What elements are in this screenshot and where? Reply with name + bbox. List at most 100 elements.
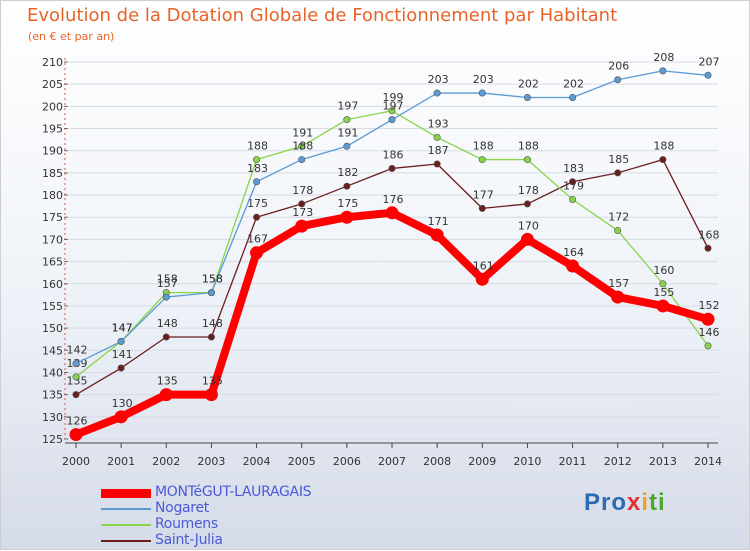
data-point xyxy=(340,210,354,224)
legend-swatch-saint-julia xyxy=(101,540,151,542)
data-label: 135 xyxy=(202,375,223,388)
y-tick-label: 135 xyxy=(42,389,63,402)
x-tick-label: 2002 xyxy=(152,455,180,468)
data-label: 147 xyxy=(112,321,133,334)
data-point xyxy=(475,272,489,286)
legend-item-montegut[interactable]: MONTéGUT-LAURAGAIS xyxy=(101,484,361,501)
data-point xyxy=(388,107,396,115)
y-tick-label: 140 xyxy=(42,366,63,379)
y-tick-label: 185 xyxy=(42,167,63,180)
data-point xyxy=(343,116,351,124)
x-tick-label: 2000 xyxy=(62,455,90,468)
data-point xyxy=(523,200,531,208)
data-label: 160 xyxy=(653,264,674,277)
x-tick-label: 2007 xyxy=(378,455,406,468)
data-label: 157 xyxy=(157,277,178,290)
data-label: 161 xyxy=(473,259,494,272)
legend-item-roumens[interactable]: Roumens xyxy=(101,516,361,533)
legend-swatch-nogaret xyxy=(101,508,151,510)
data-point xyxy=(704,342,712,350)
legend: MONTéGUT-LAURAGAIS Nogaret Roumens Saint… xyxy=(101,484,361,549)
data-label: 191 xyxy=(337,126,358,139)
data-label: 146 xyxy=(699,326,720,339)
x-tick-label: 2005 xyxy=(288,455,316,468)
data-point xyxy=(295,219,309,233)
data-label: 202 xyxy=(518,77,539,90)
x-tick-label: 2004 xyxy=(243,455,271,468)
data-point xyxy=(253,213,261,221)
data-point xyxy=(478,89,486,97)
x-tick-label: 2010 xyxy=(513,455,541,468)
data-label: 188 xyxy=(473,140,494,153)
data-label: 164 xyxy=(563,246,584,259)
x-tick-label: 2008 xyxy=(423,455,451,468)
data-point xyxy=(250,246,264,260)
data-point xyxy=(388,116,396,124)
legend-swatch-montegut xyxy=(101,489,151,498)
chart-title: Evolution de la Dotation Globale de Fonc… xyxy=(27,5,618,26)
data-label: 193 xyxy=(428,117,449,130)
data-label: 173 xyxy=(292,206,313,219)
data-point xyxy=(72,360,80,368)
data-label: 168 xyxy=(699,228,720,241)
y-tick-label: 180 xyxy=(42,189,63,202)
legend-item-saint-julia[interactable]: Saint-Julia xyxy=(101,532,361,549)
data-label: 207 xyxy=(699,55,720,68)
data-point xyxy=(162,333,170,341)
data-label: 148 xyxy=(202,317,223,330)
legend-item-nogaret[interactable]: Nogaret xyxy=(101,500,361,517)
legend-label-saint-julia: Saint-Julia xyxy=(155,532,223,548)
data-label: 183 xyxy=(247,162,268,175)
data-label: 135 xyxy=(67,375,88,388)
data-label: 175 xyxy=(247,197,268,210)
data-point xyxy=(343,182,351,190)
data-point xyxy=(566,259,580,273)
data-label: 199 xyxy=(383,91,404,104)
logo-part-i: i xyxy=(641,489,650,516)
data-point xyxy=(520,232,534,246)
y-tick-label: 155 xyxy=(42,300,63,313)
legend-label-nogaret: Nogaret xyxy=(155,500,209,516)
data-point xyxy=(114,410,128,424)
data-label: 158 xyxy=(157,273,178,286)
y-tick-label: 200 xyxy=(42,100,63,113)
legend-label-roumens: Roumens xyxy=(155,516,218,532)
y-tick-label: 165 xyxy=(42,256,63,269)
logo-part-x: x xyxy=(627,489,642,516)
data-point xyxy=(253,178,261,186)
data-point xyxy=(162,293,170,301)
y-tick-label: 145 xyxy=(42,344,63,357)
data-label: 171 xyxy=(428,215,449,228)
data-label: 188 xyxy=(518,140,539,153)
data-point xyxy=(611,290,625,304)
x-tick-label: 2012 xyxy=(604,455,632,468)
data-label: 183 xyxy=(563,162,584,175)
data-point xyxy=(388,164,396,172)
data-label: 167 xyxy=(247,233,268,246)
data-point xyxy=(523,93,531,101)
data-label: 135 xyxy=(157,375,178,388)
data-label: 157 xyxy=(608,277,629,290)
data-label: 158 xyxy=(202,273,223,286)
y-tick-label: 190 xyxy=(42,145,63,158)
data-point xyxy=(433,133,441,141)
data-point xyxy=(298,200,306,208)
data-label: 187 xyxy=(428,144,449,157)
data-point xyxy=(659,280,667,288)
y-tick-label: 150 xyxy=(42,322,63,335)
data-point xyxy=(656,299,670,313)
data-label: 176 xyxy=(383,193,404,206)
data-label: 155 xyxy=(653,286,674,299)
x-tick-label: 2013 xyxy=(649,455,677,468)
data-label: 142 xyxy=(67,344,88,357)
x-tick-label: 2001 xyxy=(107,455,135,468)
data-point xyxy=(523,156,531,164)
x-tick-label: 2003 xyxy=(197,455,225,468)
data-label: 172 xyxy=(608,211,629,224)
data-label: 203 xyxy=(473,73,494,86)
data-point xyxy=(298,156,306,164)
x-tick-label: 2006 xyxy=(333,455,361,468)
data-label: 182 xyxy=(337,166,358,179)
